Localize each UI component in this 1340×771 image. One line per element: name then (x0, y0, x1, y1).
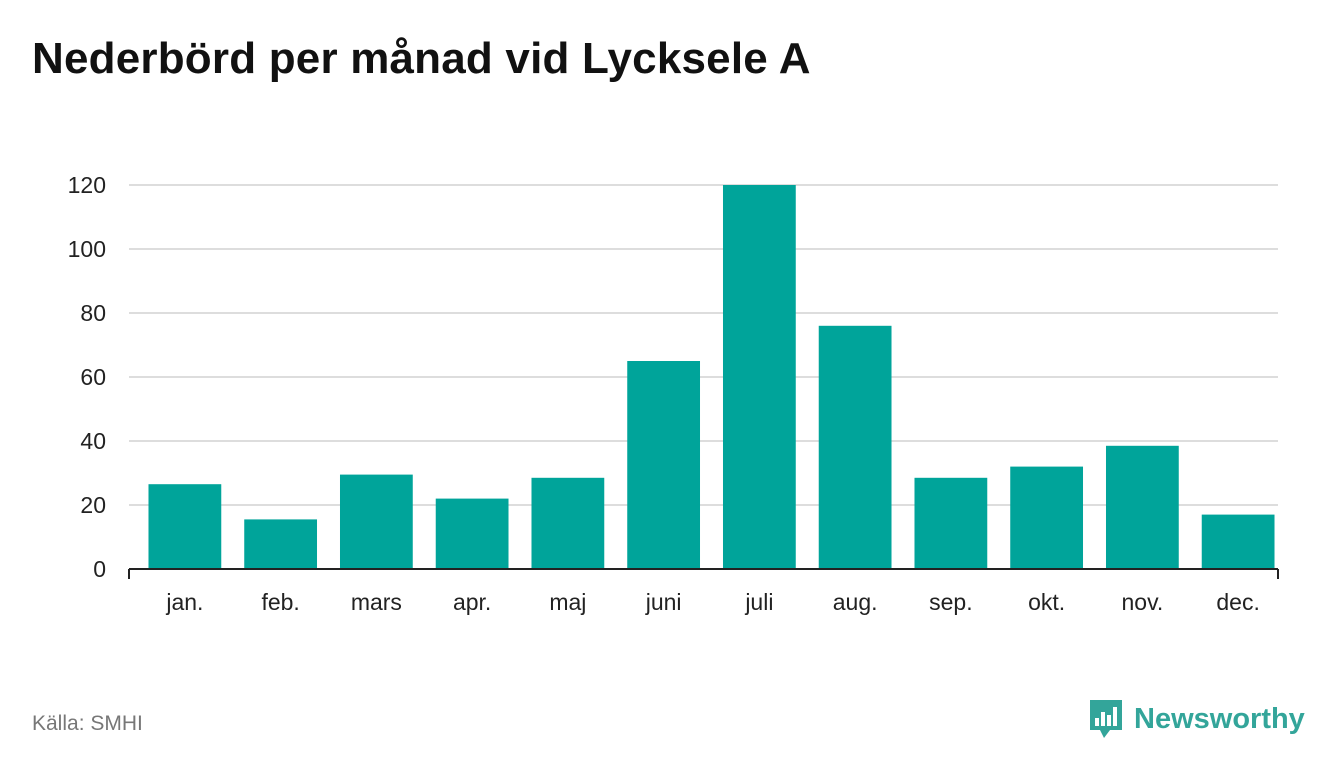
x-tick-labels: jan. feb. mars apr. maj juni juli aug. sep. okt. n… (165, 589, 1260, 615)
x-tick-label: mars (351, 589, 402, 615)
chart-title: Nederbörd per månad vid Lycksele A (32, 34, 811, 83)
gridlines (129, 184, 1278, 506)
bar-apr (435, 498, 509, 569)
bar-juni (627, 361, 701, 569)
x-tick-label: dec. (1216, 589, 1259, 615)
x-tick-label: nov. (1121, 589, 1163, 615)
bar-aug (818, 325, 892, 569)
bar-maj (531, 477, 605, 569)
x-tick-label: feb. (261, 589, 299, 615)
y-tick-label: 60 (80, 364, 106, 390)
y-tick-label: 100 (68, 236, 106, 262)
x-tick-label: maj (549, 589, 586, 615)
bars (148, 185, 1275, 569)
bar-okt (1010, 466, 1084, 569)
x-tick-label: okt. (1028, 589, 1065, 615)
brand-logo: Newsworthy (1088, 698, 1305, 740)
y-tick-label: 20 (80, 492, 106, 518)
bar-feb (244, 519, 318, 569)
x-tick-label: jan. (165, 589, 203, 615)
x-tick-label: aug. (833, 589, 878, 615)
y-tick-label: 80 (80, 300, 106, 326)
x-axis (128, 568, 1279, 579)
bar-mars (339, 474, 413, 569)
newsworthy-logo-icon (1090, 700, 1122, 738)
bar-nov (1105, 445, 1179, 569)
y-tick-labels: 0 20 40 60 80 100 120 (68, 172, 106, 582)
bar-dec (1201, 514, 1275, 569)
source-label: Källa: SMHI (32, 712, 143, 735)
x-tick-label: juli (744, 589, 773, 615)
brand-name: Newsworthy (1134, 702, 1305, 735)
y-tick-label: 0 (93, 556, 106, 582)
bar-sep (914, 477, 988, 569)
y-tick-label: 120 (68, 172, 106, 198)
y-tick-label: 40 (80, 428, 106, 454)
x-tick-label: juni (645, 589, 682, 615)
x-tick-label: apr. (453, 589, 491, 615)
x-tick-label: sep. (929, 589, 972, 615)
bar-jan (148, 484, 222, 569)
bar-juli (722, 185, 796, 569)
